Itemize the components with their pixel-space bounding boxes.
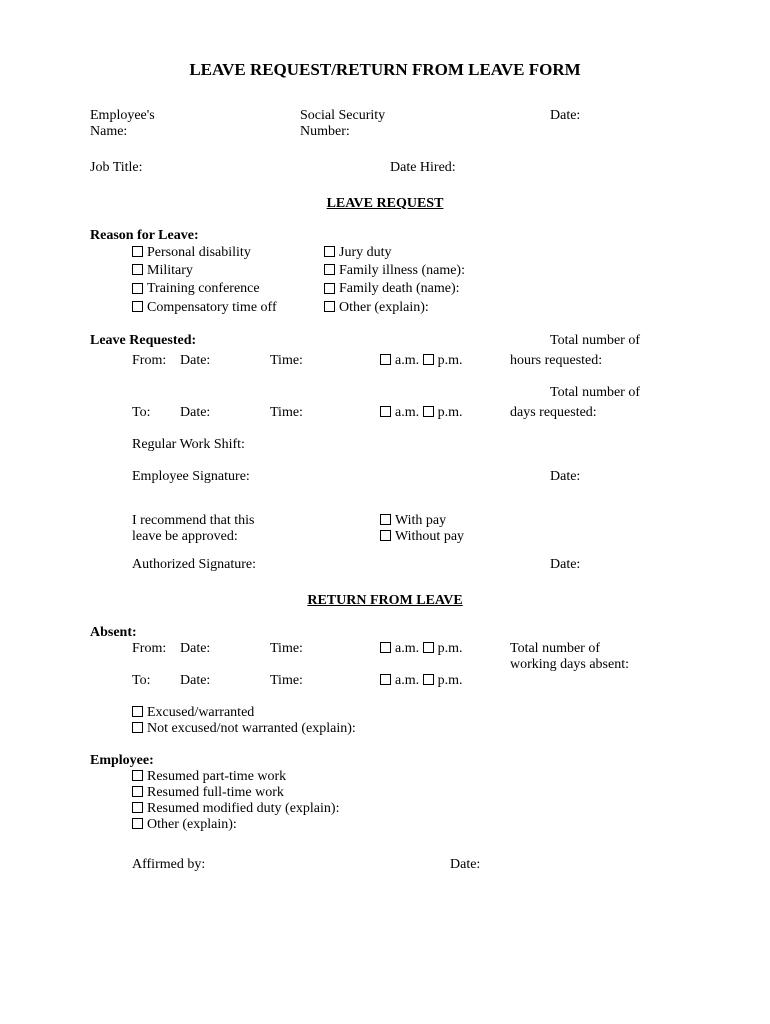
with-pay-label: With pay [395,513,446,528]
leave-to-row: To: Date: Time: a.m. p.m. days requested… [90,405,680,421]
checkbox-excused[interactable] [132,706,143,717]
total-days-header: Total number of [90,385,680,401]
reason-for-leave-label: Reason for Leave: [90,228,680,244]
form-title: LEAVE REQUEST/RETURN FROM LEAVE FORM [90,60,680,80]
employee-section-label: Employee: [90,753,680,769]
header-row-1: Employee'sName: Social SecurityNumber: D… [90,108,680,140]
resumed-label: Resumed full-time work [147,785,284,800]
checkbox-resumed-part-time[interactable] [132,770,143,781]
date-hired-label: Date Hired: [390,160,456,176]
absent-to-label: To: [90,673,180,689]
checkbox-absent-from-am[interactable] [380,642,391,653]
not-excused-label: Not excused/not warranted (explain): [147,721,356,736]
recommend-row: I recommend that thisleave be approved: … [90,513,680,545]
to-label: To: [90,405,180,421]
emp-sig-date-label: Date: [550,469,580,485]
reason-label: Family death (name): [339,281,460,296]
leave-request-heading: LEAVE REQUEST [90,196,680,212]
days-requested-label: days requested: [510,405,680,421]
reason-label: Jury duty [339,245,392,260]
checkbox-absent-to-pm[interactable] [423,674,434,685]
leave-requested-label: Leave Requested: [90,333,550,349]
header-date-label: Date: [550,108,680,140]
leave-requested-row: Leave Requested: Total number of [90,333,680,349]
checkbox-without-pay[interactable] [380,530,391,541]
reason-checkboxes: Personal disability Military Training co… [90,244,680,317]
authorized-signature-label: Authorized Signature: [90,557,550,573]
from-label: From: [90,353,180,369]
absent-from-time-label: Time: [270,641,380,657]
reason-label: Military [147,263,193,278]
pm-label: p.m. [438,641,463,656]
excused-label: Excused/warranted [147,705,254,720]
am-label: a.m. [395,353,419,368]
from-date-label: Date: [180,353,270,369]
checkbox-training[interactable] [132,283,143,294]
absent-from-date-label: Date: [180,641,270,657]
checkbox-military[interactable] [132,264,143,275]
ssn-label: Social SecurityNumber: [300,108,550,140]
absent-from-row: From: Date: Time: a.m. p.m. Total number… [90,641,680,673]
checkbox-absent-to-am[interactable] [380,674,391,685]
hours-requested-label: hours requested: [510,353,680,369]
leave-from-row: From: Date: Time: a.m. p.m. hours reques… [90,353,680,369]
job-title-label: Job Title: [90,160,390,176]
absent-to-row: To: Date: Time: a.m. p.m. [90,673,680,689]
checkbox-personal-disability[interactable] [132,246,143,257]
auth-sig-date-label: Date: [550,557,580,573]
without-pay-label: Without pay [395,529,464,544]
total-hours-label: Total number of [550,333,640,349]
am-label: a.m. [395,405,419,420]
total-days-label-1: Total number of [550,385,640,401]
am-label: a.m. [395,673,419,688]
checkbox-from-pm[interactable] [423,354,434,365]
checkbox-to-am[interactable] [380,406,391,417]
pm-label: p.m. [438,673,463,688]
to-date-label: Date: [180,405,270,421]
checkbox-resumed-full-time[interactable] [132,786,143,797]
reason-label: Family illness (name): [339,263,465,278]
header-row-2: Job Title: Date Hired: [90,160,680,176]
checkbox-from-am[interactable] [380,354,391,365]
checkbox-to-pm[interactable] [423,406,434,417]
resumed-label: Resumed part-time work [147,769,286,784]
recommend-label: I recommend that thisleave be approved: [90,513,380,545]
checkbox-not-excused[interactable] [132,722,143,733]
absent-to-time-label: Time: [270,673,380,689]
checkbox-family-death[interactable] [324,283,335,294]
reason-label: Other (explain): [339,300,429,315]
affirmed-date-label: Date: [450,857,480,873]
checkbox-resumed-other[interactable] [132,818,143,829]
employee-name-label: Employee'sName: [90,108,300,140]
absent-to-date-label: Date: [180,673,270,689]
absent-label: Absent: [90,625,680,641]
checkbox-with-pay[interactable] [380,514,391,525]
from-time-label: Time: [270,353,380,369]
total-working-days-label: Total number ofworking days absent: [510,641,680,673]
resumed-label: Resumed modified duty (explain): [147,801,339,816]
return-from-leave-heading: RETURN FROM LEAVE [90,593,680,609]
checkbox-family-illness[interactable] [324,264,335,275]
reason-label: Training conference [147,281,260,296]
checkbox-other[interactable] [324,301,335,312]
affirmed-by-label: Affirmed by: [90,857,450,873]
checkbox-comp-time[interactable] [132,301,143,312]
reason-label: Compensatory time off [147,300,277,315]
pm-label: p.m. [438,405,463,420]
pm-label: p.m. [438,353,463,368]
checkbox-absent-from-pm[interactable] [423,642,434,653]
reason-label: Personal disability [147,245,251,260]
employee-signature-label: Employee Signature: [90,469,550,485]
absent-from-label: From: [90,641,180,657]
regular-shift-label: Regular Work Shift: [90,437,680,453]
checkbox-jury-duty[interactable] [324,246,335,257]
am-label: a.m. [395,641,419,656]
resumed-label: Other (explain): [147,817,237,832]
checkbox-resumed-modified[interactable] [132,802,143,813]
to-time-label: Time: [270,405,380,421]
